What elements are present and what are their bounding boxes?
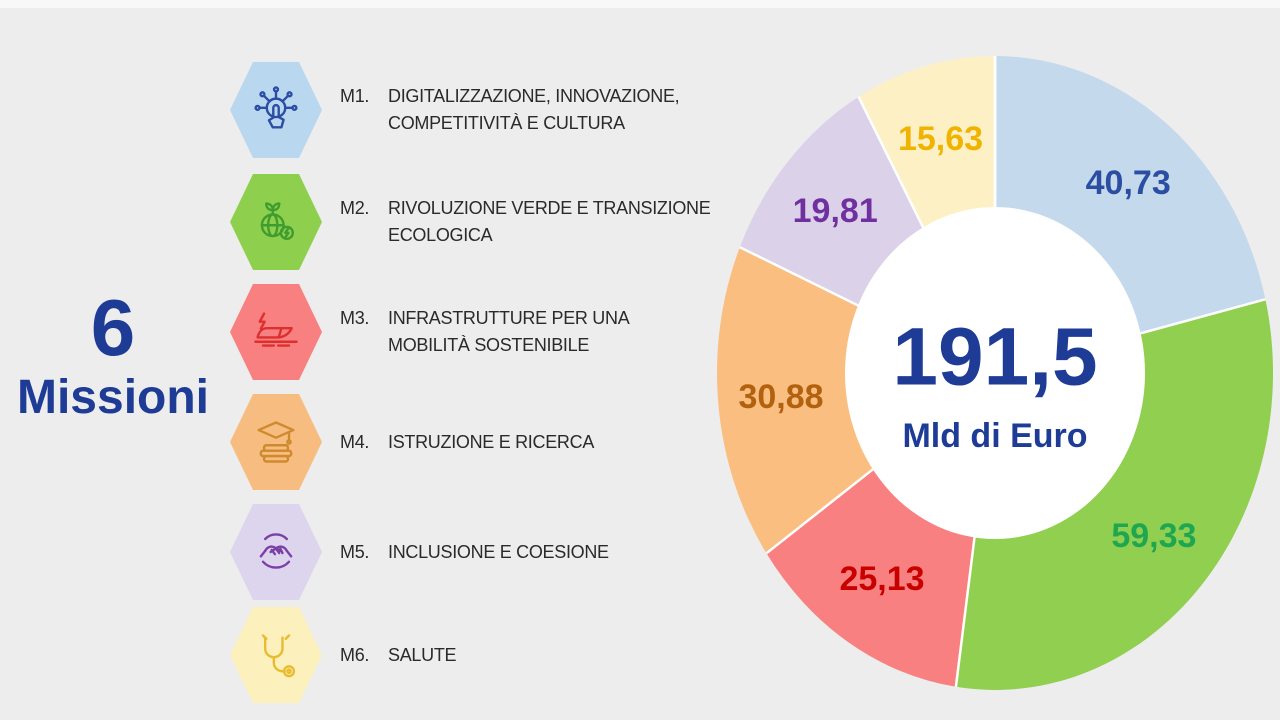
mission-title-line: SALUTE — [388, 644, 457, 665]
stethoscope-icon — [250, 629, 302, 681]
donut-center-value: 191,5 — [892, 312, 1097, 403]
slice-value-m6: 15,63 — [898, 120, 983, 158]
slice-value-m1: 40,73 — [1086, 164, 1171, 202]
slice-value-m2: 59,33 — [1111, 517, 1196, 555]
mission-item-m5: M5. INCLUSIONE E COESIONE — [230, 504, 609, 600]
mission-item-m6: M6. SALUTE — [230, 607, 457, 703]
mission-title-line: RIVOLUZIONE VERDE E TRANSIZIONE — [388, 198, 711, 218]
slice-value-m5: 19,81 — [793, 192, 878, 230]
mission-item-m3: M3. INFRASTRUTTURE PER UNA MOBILITÀ SOSTE… — [230, 284, 630, 380]
slice-value-m3: 25,13 — [839, 560, 924, 598]
slice-value-m4: 30,88 — [738, 378, 823, 416]
mission-code: M3. — [340, 308, 370, 328]
mission-title-line: DIGITALIZZAZIONE, INNOVAZIONE, — [388, 86, 680, 106]
missions-count-title: 6 Missioni — [10, 288, 216, 422]
mission-title-line: ECOLOGICA — [388, 225, 493, 245]
mission-title-line: MOBILITÀ SOSTENIBILE — [388, 335, 590, 355]
mission-item-m4: M4. ISTRUZIONE E RICERCA — [230, 394, 594, 490]
mission-code: M6. — [340, 644, 370, 665]
mission-code: M1. — [340, 86, 370, 106]
mission-item-m2: M2. RIVOLUZIONE VERDE E TRANSIZIONE ECOLO… — [230, 174, 711, 270]
missions-count: 6 — [90, 283, 136, 372]
missions-word: Missioni — [16, 371, 210, 424]
green-earth-icon — [250, 196, 302, 248]
inclusion-hands-icon — [250, 526, 302, 578]
mission-title-line: INFRASTRUTTURE PER UNA — [388, 308, 630, 328]
mission-code: M5. — [340, 541, 370, 562]
donut-hole — [845, 207, 1145, 539]
digital-touch-icon — [250, 84, 302, 136]
mission-title-line: INCLUSIONE E COESIONE — [388, 541, 609, 562]
mission-code: M4. — [340, 431, 370, 452]
train-icon — [250, 306, 302, 358]
slide-top-margin — [0, 0, 1280, 8]
education-icon — [250, 416, 302, 468]
mission-item-m1: M1. DIGITALIZZAZIONE, INNOVAZIONE, COMPET… — [230, 62, 680, 158]
mission-title-line: COMPETITIVITÀ E CULTURA — [388, 113, 625, 133]
mission-code: M2. — [340, 198, 370, 218]
donut-center-unit: Mld di Euro — [902, 417, 1087, 455]
mission-title-line: ISTRUZIONE E RICERCA — [388, 431, 595, 452]
